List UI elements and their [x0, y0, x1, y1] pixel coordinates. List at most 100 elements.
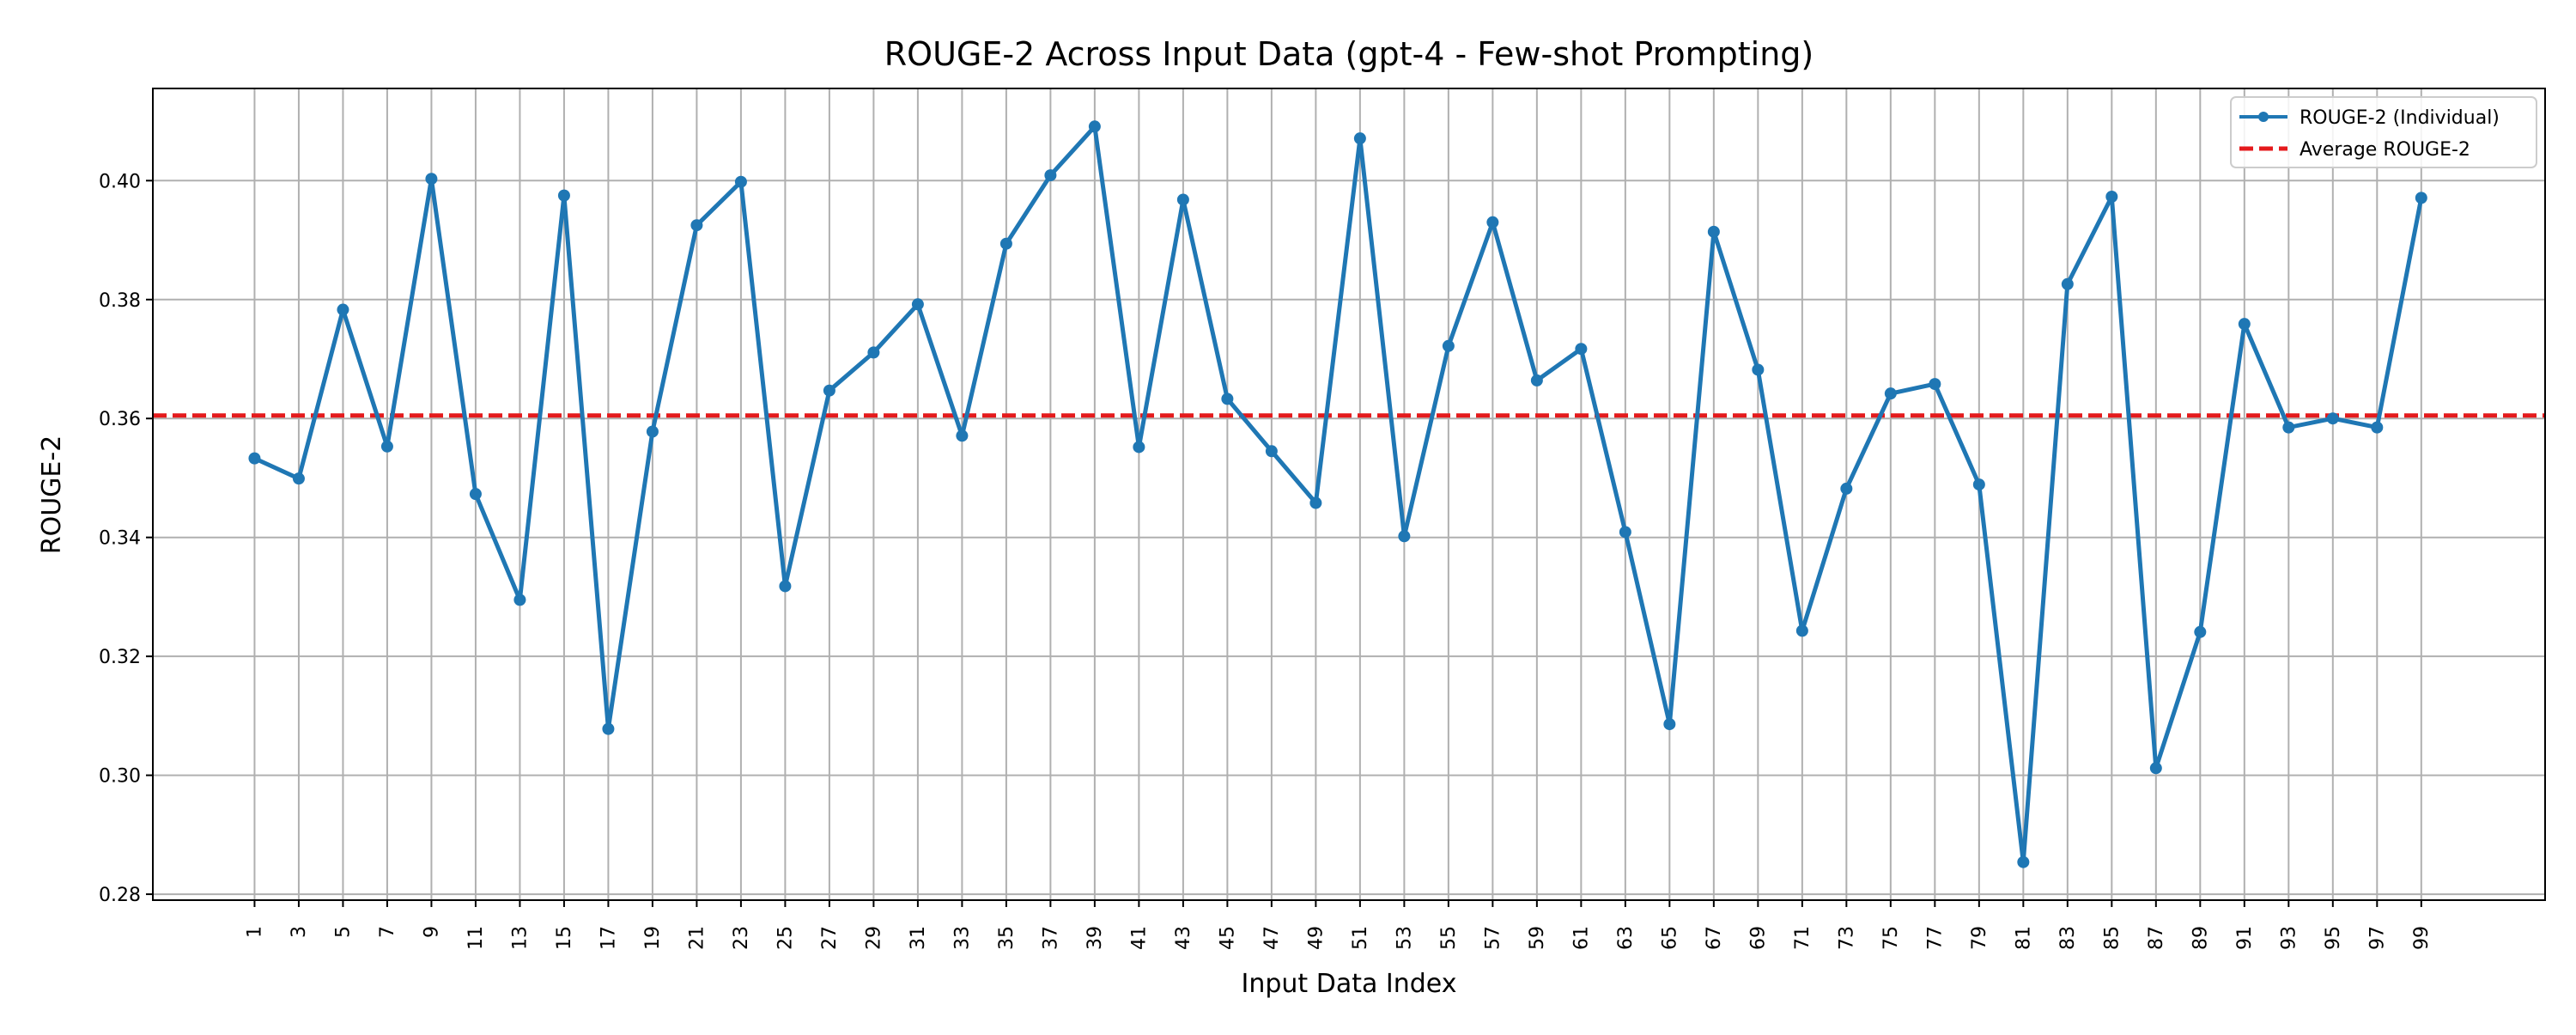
rouge2-data-point: [1133, 441, 1145, 454]
x-tick-label: 31: [908, 926, 929, 950]
x-tick-label: 89: [2190, 926, 2211, 950]
x-tick-label: 95: [2323, 926, 2344, 950]
rouge2-data-point: [1884, 387, 1897, 400]
x-tick-label: 15: [554, 926, 575, 950]
rouge2-data-point: [2105, 191, 2118, 203]
x-tick-label: 27: [819, 926, 841, 950]
rouge2-data-point: [2326, 412, 2339, 425]
rouge2-data-point: [734, 175, 747, 188]
y-tick-label: 0.40: [99, 171, 141, 192]
rouge2-data-point: [1707, 225, 1720, 238]
x-tick-label: 29: [863, 926, 884, 950]
legend-marker-individual: [2258, 112, 2269, 122]
x-tick-label: 25: [775, 926, 796, 950]
x-tick-label: 83: [2057, 926, 2079, 950]
legend-box: [2230, 96, 2537, 168]
rouge2-data-point: [425, 173, 438, 186]
rouge2-data-point: [956, 429, 969, 442]
rouge2-data-point: [2061, 277, 2074, 290]
x-tick-label: 37: [1040, 926, 1061, 950]
rouge2-data-point: [1221, 393, 1234, 405]
x-tick-label: 73: [1836, 926, 1857, 950]
x-tick-label: 77: [1924, 926, 1946, 950]
rouge2-data-point: [2149, 762, 2162, 775]
rouge2-data-point: [1044, 169, 1057, 182]
rouge2-data-point: [602, 722, 615, 735]
x-tick-label: 39: [1084, 926, 1106, 950]
x-tick-label: 7: [377, 926, 398, 938]
legend-label-individual: ROUGE-2 (Individual): [2300, 107, 2500, 129]
x-tick-label: 93: [2278, 926, 2300, 950]
rouge2-data-point: [469, 488, 482, 501]
x-tick-label: 61: [1571, 926, 1592, 950]
rouge2-data-point: [1530, 374, 1543, 387]
rouge2-data-point: [1619, 526, 1631, 539]
y-tick-label: 0.32: [99, 647, 141, 668]
rouge2-data-point: [513, 594, 526, 606]
x-tick-label: 41: [1128, 926, 1150, 950]
x-tick-label: 23: [731, 926, 752, 950]
x-tick-label: 43: [1173, 926, 1194, 950]
x-tick-label: 13: [509, 926, 531, 950]
x-tick-label: 5: [332, 926, 354, 938]
x-tick-label: 47: [1261, 926, 1283, 950]
chart-title: ROUGE-2 Across Input Data (gpt-4 - Few-s…: [884, 35, 1814, 73]
x-tick-label: 45: [1217, 926, 1238, 950]
y-tick-label: 0.34: [99, 528, 141, 550]
y-tick-label: 0.28: [99, 885, 141, 906]
rouge2-data-point: [1442, 339, 1455, 352]
rouge2-data-point: [646, 425, 659, 438]
x-tick-label: 57: [1482, 926, 1504, 950]
x-tick-label: 3: [289, 926, 310, 938]
x-tick-label: 51: [1350, 926, 1371, 950]
rouge2-data-point: [1265, 445, 1278, 458]
plot-frame: [152, 88, 2546, 901]
x-tick-label: 9: [421, 926, 442, 938]
x-tick-label: 33: [951, 926, 973, 950]
x-tick-label: 75: [1880, 926, 1902, 950]
x-tick-label: 69: [1747, 926, 1769, 950]
x-tick-label: 63: [1615, 926, 1637, 950]
rouge2-data-point: [999, 237, 1012, 250]
x-tick-label: 87: [2146, 926, 2167, 950]
rouge2-data-point: [248, 452, 261, 465]
rouge2-data-point: [2282, 421, 2295, 434]
rouge2-data-point: [2017, 855, 2030, 868]
rouge2-data-point: [2415, 192, 2427, 204]
y-tick-label: 0.38: [99, 290, 141, 312]
x-tick-label: 53: [1394, 926, 1415, 950]
rouge2-data-point: [911, 298, 924, 311]
rouge2-data-point: [337, 303, 349, 316]
x-tick-label: 85: [2101, 926, 2123, 950]
legend-label-average: Average ROUGE-2: [2300, 139, 2470, 161]
rouge2-data-point: [1840, 482, 1853, 495]
legend: ROUGE-2 (Individual) Average ROUGE-2: [2230, 96, 2537, 168]
rouge2-data-point: [1795, 624, 1808, 637]
x-tick-label: 11: [465, 926, 487, 950]
rouge2-individual-line: [253, 124, 2424, 865]
rouge2-data-point: [2371, 421, 2384, 434]
y-tick-label: 0.30: [99, 766, 141, 788]
rouge2-data-point: [2194, 625, 2207, 638]
rouge2-data-point: [292, 472, 305, 485]
x-axis-ticks: 1 3 5 7 9 11 13 15 17 19 21 23 25 27 29 31 33 35 37 39 41 43 4…: [244, 900, 2433, 950]
rouge2-data-point: [1176, 193, 1189, 206]
rouge2-data-point: [1353, 132, 1366, 145]
x-tick-label: 79: [1969, 926, 1990, 950]
rouge2-data-point: [2238, 318, 2251, 331]
x-tick-label: 97: [2366, 926, 2388, 950]
x-tick-label: 1: [244, 926, 265, 938]
x-tick-label: 67: [1704, 926, 1725, 950]
rouge2-data-point: [1486, 216, 1499, 228]
rouge2-data-point: [867, 346, 880, 359]
rouge2-data-point: [1972, 478, 1985, 491]
x-tick-label: 65: [1659, 926, 1680, 950]
rouge2-data-point: [1309, 496, 1322, 509]
x-tick-label: 21: [686, 926, 708, 950]
x-tick-label: 99: [2411, 926, 2433, 950]
rouge2-data-point: [1398, 530, 1411, 543]
rouge2-data-point: [557, 189, 570, 202]
